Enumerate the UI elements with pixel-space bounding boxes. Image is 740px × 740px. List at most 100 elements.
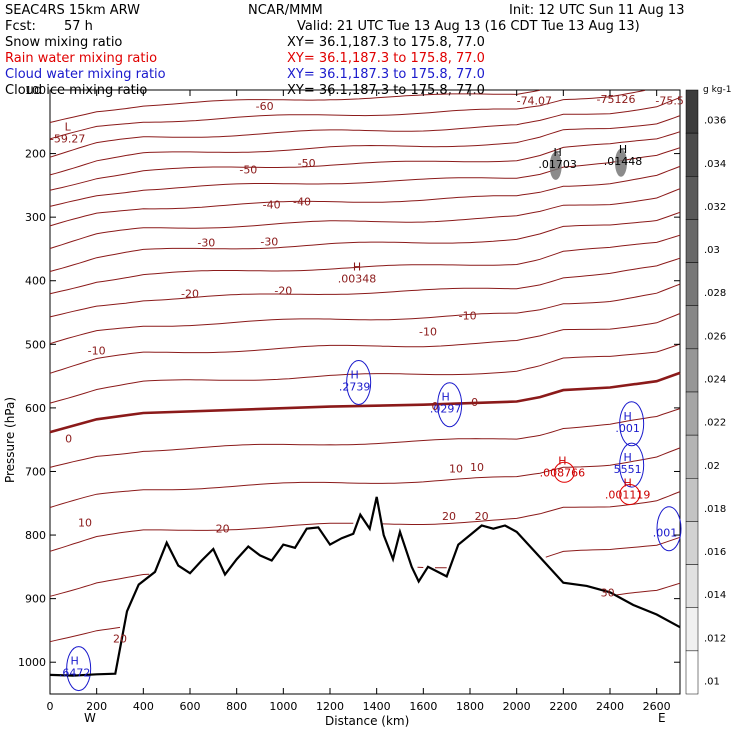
isotherm-line: [49, 147, 681, 207]
isotherm-label: -60: [256, 100, 274, 113]
isotherm-label: -50: [298, 157, 316, 170]
y-tick-label: 200: [25, 148, 46, 161]
isotherm-label: 20: [475, 510, 489, 523]
x-tick-label: 600: [180, 700, 201, 713]
cloud-water-label-marker: H: [624, 410, 632, 423]
colorbar-tick-label: .026: [704, 331, 726, 342]
y-tick-label: 900: [25, 593, 46, 606]
isotherm-label: -50: [239, 163, 257, 176]
isotherm-line: [49, 211, 681, 272]
colorbar-segment: [685, 391, 699, 436]
colorbar-tick-label: .028: [704, 288, 726, 299]
isotherm-line: [49, 313, 681, 374]
rain-water-contour: [553, 461, 575, 483]
isotherm-label: 20: [442, 510, 456, 523]
snow-max-label-value: .01448: [604, 155, 643, 168]
field-snow-xy: XY= 36.1,187.3 to 175.8, 77.0: [287, 35, 485, 50]
isotherm-line: [49, 408, 681, 468]
colorbar-tick-label: .022: [704, 418, 726, 429]
x-tick-label: 2600: [643, 700, 671, 713]
cloud-water-label-marker: H: [442, 391, 450, 404]
isotherm-label: -40: [263, 198, 281, 211]
ice-label-value: -75126: [597, 93, 636, 106]
cloud-water-contour: [656, 506, 682, 552]
isotherm-label: -30: [197, 237, 215, 250]
isotherm-line: [49, 165, 681, 227]
x-tick-label: 1200: [316, 700, 344, 713]
isotherm-label: -20: [274, 284, 292, 297]
cloud-water-label-value: .2739: [339, 380, 371, 393]
isotherm-label: -20: [181, 287, 199, 300]
x-tick-label: 800: [226, 700, 247, 713]
header: SEAC4RS 15km ARW NCAR/MMM Init: 12 UTC S…: [5, 3, 684, 98]
colorbar-segment: [685, 607, 699, 652]
isotherm-label: 0: [65, 432, 72, 445]
terrain-line: [49, 496, 681, 677]
plot-frame: [49, 89, 681, 695]
colorbar-segment: [685, 521, 699, 565]
colorbar-segment: [685, 650, 699, 695]
snow-max-label-value: .01703: [538, 158, 577, 171]
axes-layer: 0 200 400 600 800 1000 1200 1400 1600 1800 2000 220…: [18, 84, 680, 713]
cloud-water-label-value: 5551: [614, 463, 642, 476]
colorbar-tick-label: .012: [704, 633, 726, 644]
colorbar-tick-label: .03: [704, 245, 720, 256]
x-tick-label: 2200: [549, 700, 577, 713]
colorbar-segment: [685, 305, 699, 350]
isotherm-line: [49, 257, 681, 318]
isotherm-line: [49, 131, 681, 191]
isotherm-label: -10: [459, 310, 477, 323]
x-axis-east-label: E: [658, 711, 666, 725]
hydrometeor-layer: [66, 148, 682, 692]
ice-label-value: .00348: [338, 272, 377, 285]
colorbar-tick-label: .036: [704, 116, 726, 127]
isotherm-line: [49, 536, 681, 597]
isotherm-label: 30: [601, 586, 615, 599]
cloud-water-contour: [437, 382, 463, 428]
snow-max-label-marker: H: [619, 143, 627, 156]
cloud-water-label-value: .001: [615, 422, 640, 435]
isotherm-label: 10: [470, 461, 484, 474]
isotherm-label: 10: [78, 516, 92, 529]
snow-max-label-marker: H: [554, 146, 562, 159]
cloud-water-label-marker: H: [624, 451, 632, 464]
colorbar-segment: [685, 478, 699, 522]
colorbar-segment: [685, 132, 699, 177]
rain-water-contour: [619, 484, 641, 506]
isotherm-line: [49, 343, 681, 404]
fcst-value: 57 h: [64, 19, 93, 34]
y-tick-label: 600: [25, 402, 46, 415]
isotherm-label: -30: [260, 235, 278, 248]
y-tick-label: 700: [25, 465, 46, 478]
isotherm-label: -10: [88, 345, 106, 358]
cloud-water-contour: [346, 359, 372, 405]
colorbar-tick-label: .01: [704, 677, 720, 688]
y-tick-label: 100: [25, 84, 46, 97]
valid-time: Valid: 21 UTC Tue 13 Aug 13 (16 CDT Tue …: [297, 19, 640, 34]
field-rain-xy: XY= 36.1,187.3 to 175.8, 77.0: [287, 51, 485, 66]
rain-water-label-value: .008766: [540, 466, 586, 479]
terrain-layer: [49, 496, 681, 677]
cloud-water-label-marker: H: [71, 655, 79, 668]
colorbar-segment: [685, 564, 699, 608]
rain-water-label-marker: H: [558, 454, 566, 467]
isotherm-line: [49, 89, 646, 140]
y-tick-label: 500: [25, 338, 46, 351]
isotherm-line: [49, 283, 681, 345]
y-tick-label: 400: [25, 275, 46, 288]
x-axis-title: Distance (km): [325, 714, 409, 728]
isotherm-label: 0: [432, 400, 439, 413]
ice-label-value: -74.07: [517, 94, 552, 107]
isotherm-layer: [49, 89, 681, 643]
field-rain-name: Rain water mixing ratio: [5, 51, 157, 66]
colorbar-segment: [685, 348, 699, 393]
init-time: Init: 12 UTC Sun 11 Aug 13: [509, 3, 684, 18]
x-tick-label: 1800: [456, 700, 484, 713]
rain-water-label-marker: H: [624, 477, 632, 490]
rain-water-label-value: .001119: [605, 489, 651, 502]
fcst-label: Fcst:: [5, 19, 36, 34]
snow-max-blob: [549, 151, 562, 180]
cloud-water-contour: [619, 401, 645, 447]
